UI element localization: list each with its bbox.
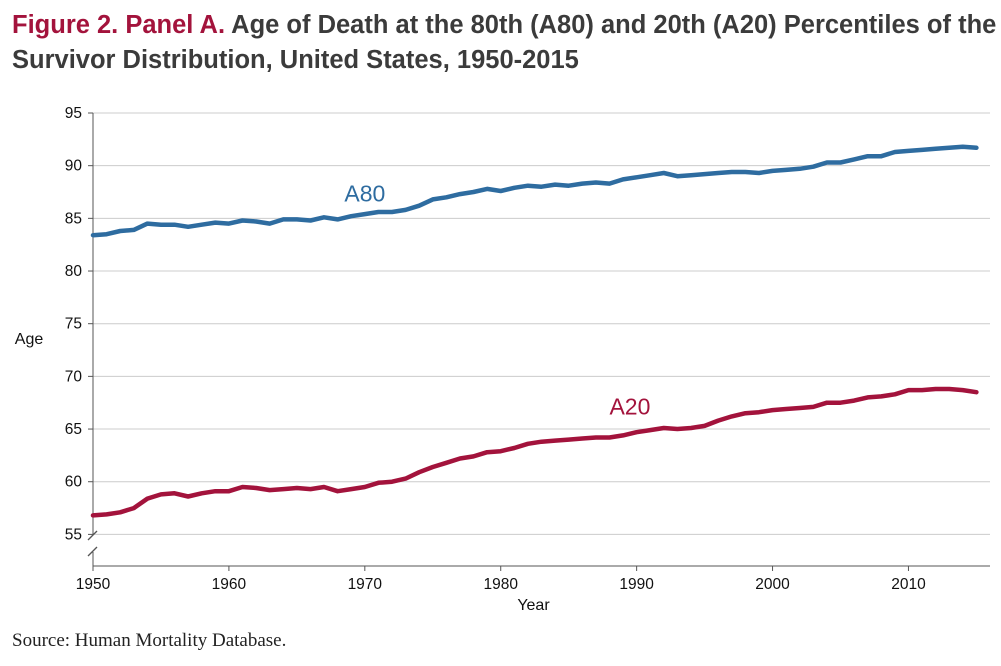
axis-break-mark-top — [87, 530, 98, 541]
x-tick-label-1980: 1980 — [483, 576, 518, 593]
x-tick-label-2000: 2000 — [755, 576, 790, 593]
y-tick-label-90: 90 — [65, 158, 83, 175]
x-tick-label-1970: 1970 — [348, 576, 383, 593]
y-tick-label-60: 60 — [65, 474, 83, 491]
y-tick-label-75: 75 — [65, 316, 82, 333]
figure-label: Figure 2. Panel A. — [12, 11, 226, 39]
axis-break-mark-bottom — [87, 546, 98, 557]
x-tick-label-1990: 1990 — [619, 576, 654, 593]
series-line-a80 — [90, 144, 979, 238]
y-tick-label-65: 65 — [65, 421, 82, 438]
x-tick-label-1950: 1950 — [76, 576, 111, 593]
series-line-a20 — [90, 386, 979, 518]
figure-title-text: Age of Death at the 80th (A80) and 20th … — [12, 11, 997, 74]
x-axis-title: Year — [517, 597, 550, 614]
y-tick-label-55: 55 — [65, 526, 82, 543]
line-chart: 55 60 65 70 75 80 85 90 95 1950 1960 1970 1980 1990 20… — [15, 105, 990, 614]
y-tick-label-70: 70 — [65, 368, 83, 385]
x-tick-label-2010: 2010 — [891, 576, 926, 593]
source-note: Source: Human Mortality Database. — [12, 630, 287, 651]
y-axis-title: Age — [15, 331, 44, 348]
figure-title: Figure 2. Panel A. Age of Death at the 8… — [12, 8, 997, 78]
x-tick-label-1960: 1960 — [212, 576, 247, 593]
series-label-a20: A20 — [609, 393, 650, 419]
series-label-a80: A80 — [344, 180, 385, 206]
y-tick-label-95: 95 — [65, 105, 82, 122]
y-tick-label-85: 85 — [65, 210, 82, 227]
y-tick-label-80: 80 — [65, 263, 83, 280]
